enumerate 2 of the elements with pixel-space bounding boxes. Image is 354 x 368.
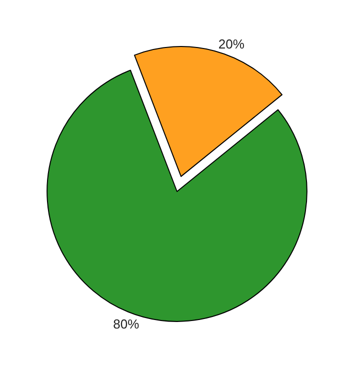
data-label: 20% [218,36,245,52]
data-label: 80% [113,316,140,332]
